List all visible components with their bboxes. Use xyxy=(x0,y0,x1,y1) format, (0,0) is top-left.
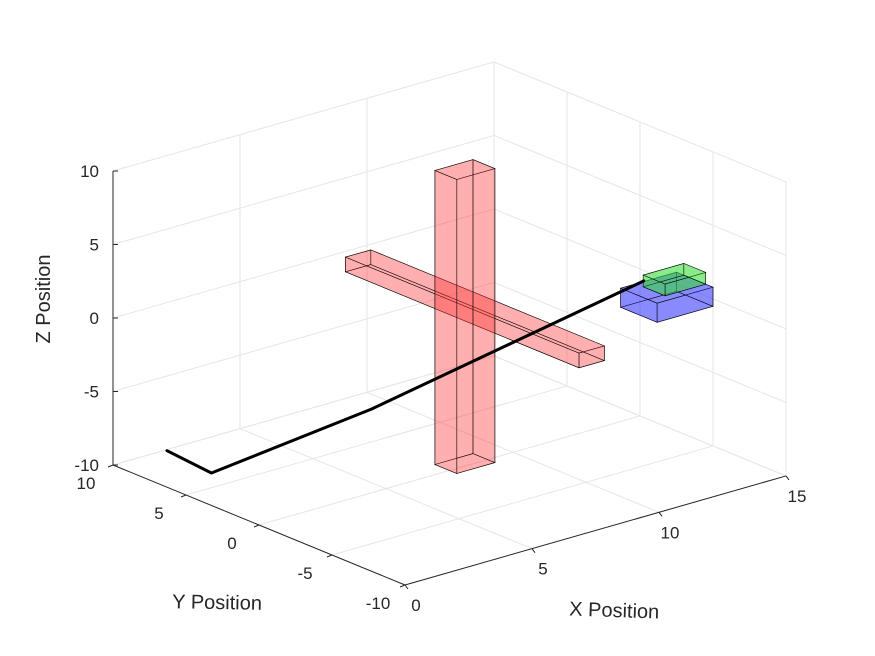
obstacle-2-face xyxy=(434,170,458,474)
z-tick-label: 10 xyxy=(80,162,99,181)
vehicle-top-face xyxy=(683,262,707,285)
x-tick-label: 15 xyxy=(788,487,807,506)
vehicle-body xyxy=(619,271,714,323)
y-tick-label: -10 xyxy=(366,594,391,613)
obstacle-1 xyxy=(344,249,606,369)
grid-line xyxy=(493,281,787,403)
grid-line xyxy=(112,208,495,319)
path-layer xyxy=(165,279,646,475)
grid-line xyxy=(493,134,787,256)
x-tick-label: 10 xyxy=(661,523,680,542)
grid-line xyxy=(112,134,495,245)
z-tick-label: -10 xyxy=(74,456,99,475)
vehicle-top xyxy=(642,262,707,297)
axis-line xyxy=(404,475,787,586)
x-tick xyxy=(404,584,409,590)
grid-line xyxy=(331,445,714,556)
z-tick-label: 0 xyxy=(90,309,99,328)
z-axis-label: Z Position xyxy=(33,255,55,344)
grid-line xyxy=(493,208,787,330)
y-tick-label: 0 xyxy=(227,534,236,553)
obstacle-2-face xyxy=(472,159,496,464)
solids-layer xyxy=(344,159,714,474)
y-tick-label: 10 xyxy=(77,474,96,493)
axis-labels: X Position Y Position Z Position xyxy=(33,255,660,624)
obstacle-1-face xyxy=(370,249,605,362)
vehicle-body-face xyxy=(620,287,658,323)
grid-line xyxy=(112,355,495,466)
x-axis-label: X Position xyxy=(569,598,660,623)
grid-line xyxy=(112,281,495,392)
y-tick xyxy=(107,464,114,468)
y-tick-label: 5 xyxy=(154,504,163,523)
grid-layer xyxy=(112,61,787,586)
x-tick xyxy=(785,475,790,481)
y-tick xyxy=(399,584,406,588)
obstacle-2 xyxy=(433,159,496,474)
x-tick-label: 0 xyxy=(411,596,420,615)
grid-line xyxy=(493,61,787,183)
y-tick xyxy=(180,494,187,498)
path-line xyxy=(165,279,646,475)
y-tick-label: -5 xyxy=(297,564,312,583)
grid-line xyxy=(112,61,495,172)
grid-line xyxy=(493,355,787,477)
y-tick xyxy=(326,554,333,558)
grid-line xyxy=(185,385,568,496)
y-axis-label: Y Position xyxy=(172,591,262,615)
x-tick xyxy=(531,548,536,553)
vehicle-body-face xyxy=(676,271,714,307)
vehicle-top-face xyxy=(642,274,666,297)
y-tick xyxy=(253,524,260,528)
x-tick-label: 5 xyxy=(538,560,547,579)
z-tick-label: -5 xyxy=(84,383,99,402)
z-tick-label: 5 xyxy=(90,236,99,255)
x-tick xyxy=(658,511,663,517)
